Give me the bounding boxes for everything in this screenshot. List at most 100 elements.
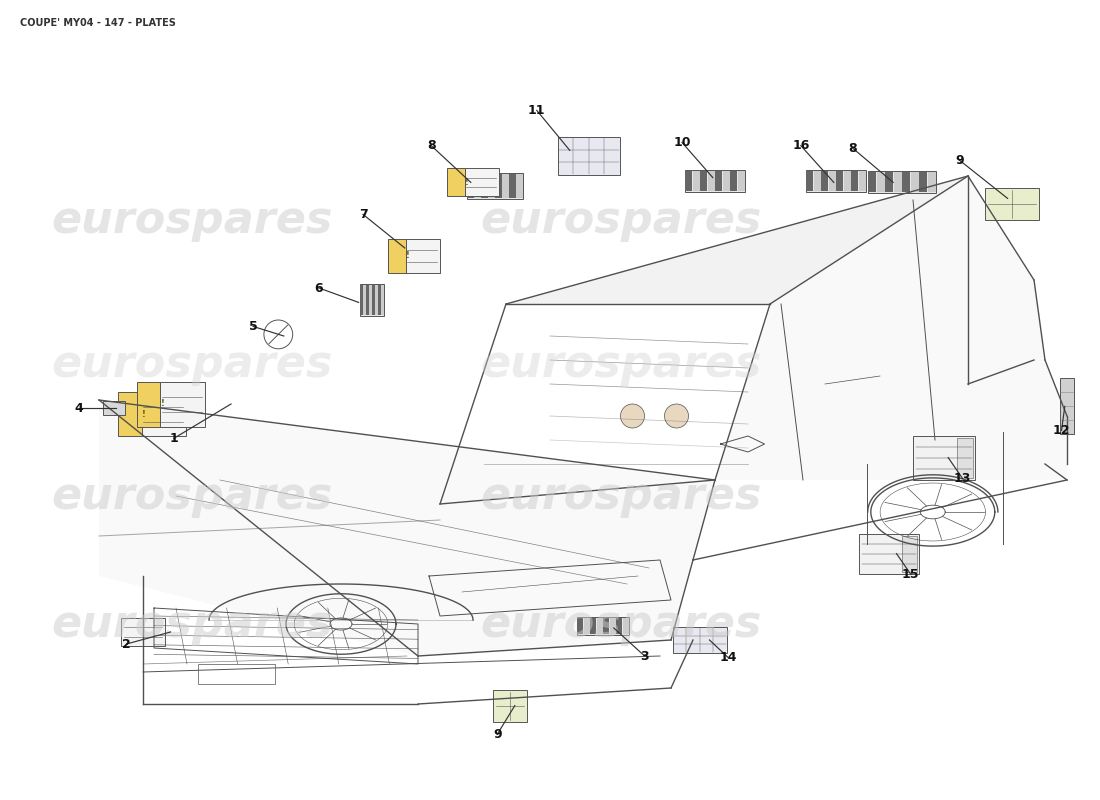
- Bar: [851, 170, 858, 190]
- Bar: [494, 690, 527, 722]
- Text: 10: 10: [673, 136, 691, 149]
- Bar: [142, 393, 186, 437]
- Bar: [707, 170, 715, 190]
- Bar: [468, 174, 474, 198]
- Bar: [387, 239, 406, 273]
- Text: 3: 3: [640, 650, 649, 662]
- Bar: [984, 188, 1040, 220]
- Bar: [828, 170, 836, 190]
- Bar: [363, 285, 365, 315]
- Bar: [701, 170, 707, 190]
- Bar: [378, 285, 381, 315]
- Polygon shape: [506, 176, 968, 304]
- Bar: [623, 618, 628, 634]
- Text: 12: 12: [1053, 424, 1070, 437]
- Text: 8: 8: [427, 139, 436, 152]
- Text: 16: 16: [792, 139, 810, 152]
- Circle shape: [664, 404, 689, 428]
- Text: 1: 1: [169, 432, 178, 445]
- Text: 11: 11: [528, 104, 546, 117]
- Bar: [715, 170, 723, 190]
- Polygon shape: [715, 176, 1067, 480]
- Bar: [685, 170, 745, 192]
- Text: 15: 15: [902, 568, 920, 581]
- Text: 14: 14: [719, 651, 737, 664]
- Bar: [447, 168, 465, 196]
- Text: 9: 9: [493, 728, 502, 741]
- Bar: [1060, 378, 1074, 434]
- Bar: [406, 239, 440, 273]
- Bar: [121, 618, 165, 646]
- Bar: [894, 172, 902, 192]
- Text: 2: 2: [122, 638, 131, 650]
- Bar: [366, 285, 368, 315]
- Bar: [902, 536, 917, 571]
- Bar: [685, 170, 692, 190]
- Bar: [859, 534, 918, 574]
- Bar: [360, 285, 363, 315]
- Text: eurospares: eurospares: [481, 342, 762, 386]
- Text: !: !: [161, 399, 164, 409]
- Bar: [913, 435, 975, 479]
- Text: eurospares: eurospares: [52, 474, 333, 518]
- Bar: [806, 170, 813, 190]
- Bar: [558, 137, 619, 175]
- Text: COUPE' MY04 - 147 - PLATES: COUPE' MY04 - 147 - PLATES: [20, 18, 176, 27]
- Bar: [730, 170, 737, 190]
- Bar: [886, 172, 893, 192]
- Bar: [920, 172, 927, 192]
- Text: eurospares: eurospares: [52, 198, 333, 242]
- Text: 4: 4: [75, 402, 84, 414]
- Bar: [368, 285, 372, 315]
- Bar: [161, 382, 205, 426]
- Bar: [495, 174, 502, 198]
- Bar: [516, 174, 522, 198]
- Bar: [723, 170, 729, 190]
- Bar: [738, 170, 745, 190]
- Text: eurospares: eurospares: [481, 602, 762, 646]
- Circle shape: [264, 320, 293, 349]
- Bar: [844, 170, 850, 190]
- Bar: [596, 618, 603, 634]
- Bar: [360, 284, 384, 316]
- Bar: [103, 401, 125, 415]
- Bar: [578, 618, 583, 634]
- Bar: [509, 174, 516, 198]
- Text: eurospares: eurospares: [481, 474, 762, 518]
- Polygon shape: [99, 400, 715, 656]
- Text: 13: 13: [954, 472, 971, 485]
- Bar: [375, 285, 377, 315]
- Bar: [584, 618, 590, 634]
- Text: 6: 6: [315, 282, 323, 294]
- Bar: [911, 172, 918, 192]
- Text: 8: 8: [848, 142, 857, 154]
- Text: !: !: [142, 410, 145, 419]
- Bar: [590, 618, 596, 634]
- Text: 7: 7: [359, 208, 367, 221]
- Text: eurospares: eurospares: [52, 602, 333, 646]
- Circle shape: [620, 404, 645, 428]
- Text: eurospares: eurospares: [52, 342, 333, 386]
- Bar: [474, 174, 481, 198]
- Bar: [381, 285, 384, 315]
- Bar: [806, 170, 866, 192]
- Bar: [118, 393, 142, 437]
- Bar: [928, 172, 936, 192]
- Bar: [822, 170, 828, 190]
- Bar: [672, 627, 727, 653]
- Bar: [468, 173, 522, 198]
- Bar: [603, 618, 609, 634]
- Bar: [488, 174, 495, 198]
- Bar: [616, 618, 622, 634]
- Bar: [902, 172, 910, 192]
- Text: eurospares: eurospares: [481, 198, 762, 242]
- Bar: [877, 172, 884, 192]
- Bar: [198, 664, 275, 684]
- Bar: [868, 172, 876, 192]
- Bar: [957, 438, 972, 478]
- Text: !: !: [465, 178, 469, 187]
- Bar: [836, 170, 844, 190]
- Bar: [372, 285, 375, 315]
- Bar: [576, 617, 629, 634]
- Text: 9: 9: [955, 154, 964, 166]
